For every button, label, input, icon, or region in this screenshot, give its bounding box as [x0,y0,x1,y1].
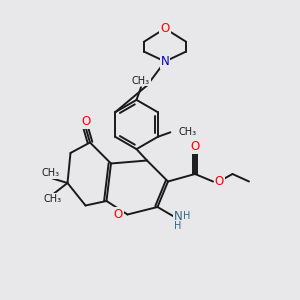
Text: H: H [183,211,190,221]
Text: CH₃: CH₃ [179,127,197,137]
Text: O: O [214,175,224,188]
Text: CH₃: CH₃ [42,168,60,178]
Text: H: H [174,221,182,231]
Text: O: O [114,208,123,221]
Text: CH₃: CH₃ [132,76,150,86]
Text: O: O [160,22,169,35]
Text: O: O [190,140,200,154]
Text: N: N [160,55,169,68]
Text: CH₃: CH₃ [44,194,62,204]
Text: O: O [81,115,90,128]
Text: N: N [173,209,182,223]
